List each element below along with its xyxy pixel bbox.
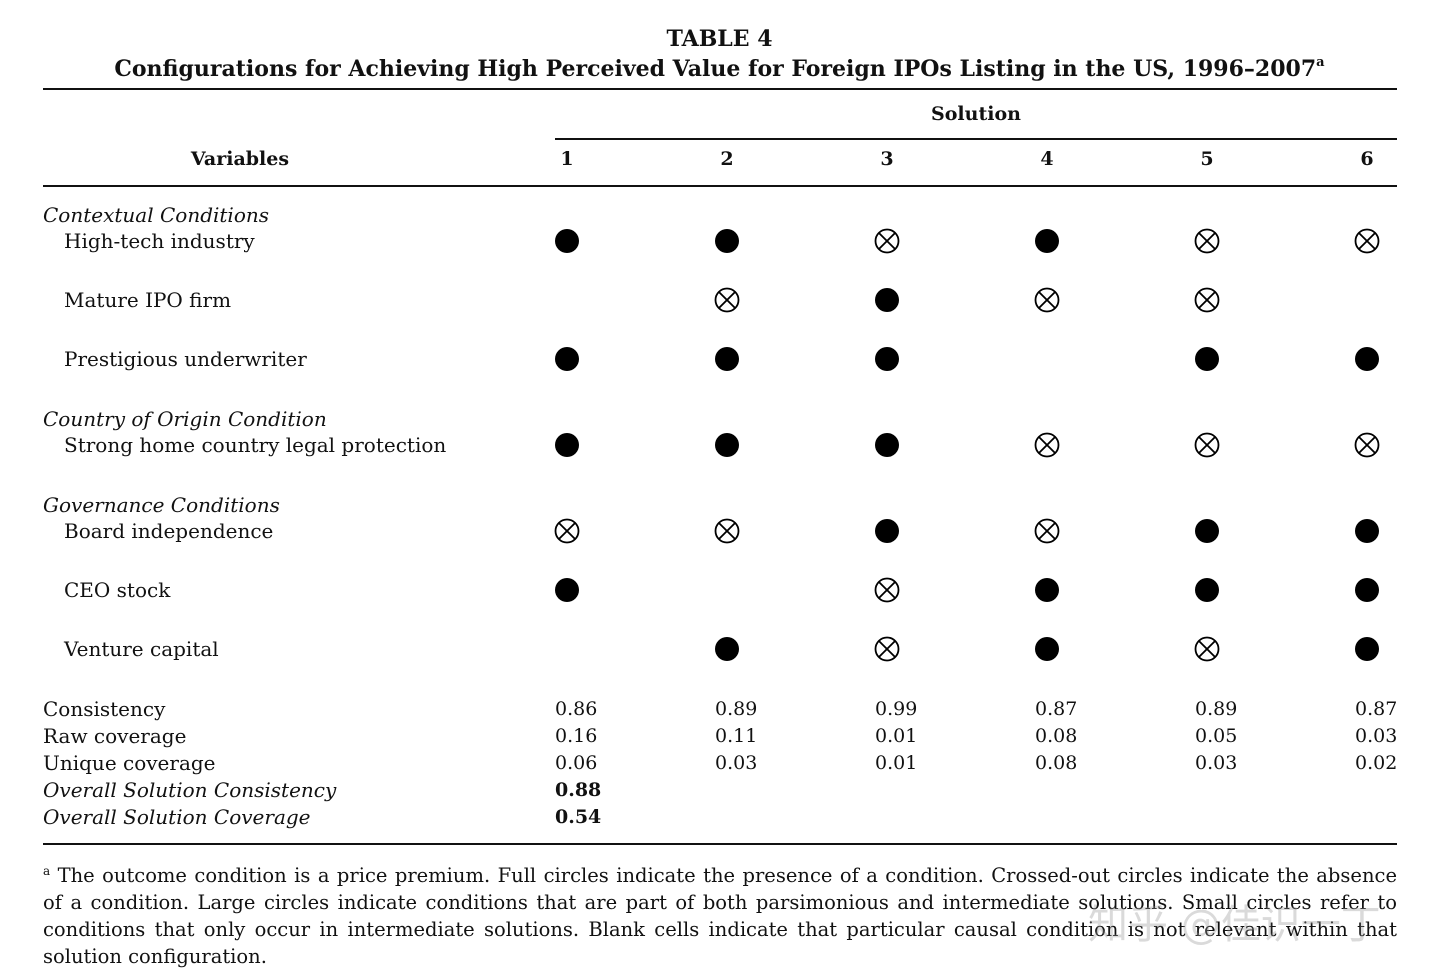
- filled-circle-icon: [1035, 229, 1059, 253]
- crossed-out-circle-icon: [554, 518, 580, 544]
- stats-label: Unique coverage: [43, 751, 216, 775]
- solution-header: Solution: [931, 103, 1021, 125]
- stats-value: 0.86: [555, 698, 598, 720]
- solution-number-2: 2: [720, 148, 734, 170]
- overall-label: Overall Solution Coverage: [43, 805, 311, 829]
- stats-value: 0.01: [875, 725, 918, 747]
- subtitle-footnote-mark: a: [1316, 55, 1325, 70]
- top-rule: [43, 88, 1397, 90]
- filled-circle-icon: [1195, 347, 1219, 371]
- crossed-out-circle-icon: [1354, 228, 1380, 254]
- filled-circle-icon: [555, 433, 579, 457]
- filled-circle-icon: [875, 288, 899, 312]
- filled-circle-icon: [715, 433, 739, 457]
- crossed-out-circle-icon: [1194, 228, 1220, 254]
- watermark: 知乎 @佳识一丁: [1088, 902, 1381, 948]
- crossed-out-circle-icon: [1034, 287, 1060, 313]
- section-heading: Contextual Conditions: [43, 203, 270, 227]
- stats-value: 0.03: [1195, 752, 1238, 774]
- filled-circle-icon: [1355, 347, 1379, 371]
- crossed-out-circle-icon: [1194, 287, 1220, 313]
- filled-circle-icon: [875, 347, 899, 371]
- stats-label: Consistency: [43, 697, 166, 721]
- solution-number-3: 3: [880, 148, 894, 170]
- solution-number-1: 1: [560, 148, 574, 170]
- stats-value: 0.16: [555, 725, 598, 747]
- stats-value: 0.06: [555, 752, 598, 774]
- row-label: Prestigious underwriter: [64, 347, 307, 371]
- filled-circle-icon: [555, 229, 579, 253]
- filled-circle-icon: [555, 578, 579, 602]
- row-label: Board independence: [64, 519, 274, 543]
- stats-value: 0.11: [715, 725, 758, 747]
- row-label: High-tech industry: [64, 229, 255, 253]
- stats-value: 0.01: [875, 752, 918, 774]
- crossed-out-circle-icon: [1354, 432, 1380, 458]
- crossed-out-circle-icon: [1034, 518, 1060, 544]
- filled-circle-icon: [1035, 637, 1059, 661]
- filled-circle-icon: [715, 347, 739, 371]
- variables-header: Variables: [190, 148, 290, 170]
- crossed-out-circle-icon: [874, 636, 900, 662]
- footnote: a The outcome condition is a price premi…: [43, 858, 1397, 970]
- filled-circle-icon: [1355, 519, 1379, 543]
- crossed-out-circle-icon: [714, 287, 740, 313]
- solution-number-5: 5: [1200, 148, 1214, 170]
- solution-number-4: 4: [1040, 148, 1054, 170]
- filled-circle-icon: [1355, 578, 1379, 602]
- filled-circle-icon: [1355, 637, 1379, 661]
- stats-value: 0.08: [1035, 725, 1078, 747]
- crossed-out-circle-icon: [1194, 432, 1220, 458]
- overall-value: 0.88: [555, 779, 602, 801]
- solution-number-6: 6: [1360, 148, 1374, 170]
- row-label: Strong home country legal protection: [64, 433, 447, 457]
- row-label: Mature IPO firm: [64, 288, 232, 312]
- crossed-out-circle-icon: [1034, 432, 1060, 458]
- bottom-rule: [43, 843, 1397, 845]
- filled-circle-icon: [875, 433, 899, 457]
- stats-value: 0.87: [1035, 698, 1078, 720]
- stats-value: 0.02: [1355, 752, 1398, 774]
- filled-circle-icon: [715, 229, 739, 253]
- crossed-out-circle-icon: [714, 518, 740, 544]
- filled-circle-icon: [555, 347, 579, 371]
- filled-circle-icon: [875, 519, 899, 543]
- footnote-mark: a: [43, 864, 51, 878]
- stats-value: 0.89: [1195, 698, 1238, 720]
- crossed-out-circle-icon: [874, 228, 900, 254]
- stats-value: 0.89: [715, 698, 758, 720]
- overall-value: 0.54: [555, 806, 602, 828]
- section-heading: Governance Conditions: [43, 493, 280, 517]
- stats-label: Raw coverage: [43, 724, 187, 748]
- stats-value: 0.08: [1035, 752, 1078, 774]
- crossed-out-circle-icon: [1194, 636, 1220, 662]
- header-rule: [43, 185, 1397, 187]
- filled-circle-icon: [715, 637, 739, 661]
- section-heading: Country of Origin Condition: [43, 407, 327, 431]
- crossed-out-circle-icon: [874, 577, 900, 603]
- filled-circle-icon: [1195, 578, 1219, 602]
- table-subtitle: Configurations for Achieving High Percei…: [114, 55, 1325, 82]
- stats-value: 0.87: [1355, 698, 1398, 720]
- footnote-text: The outcome condition is a price premium…: [43, 864, 1397, 968]
- solution-rule: [555, 138, 1397, 140]
- table-title: TABLE 4: [666, 26, 773, 52]
- stats-value: 0.03: [715, 752, 758, 774]
- filled-circle-icon: [1195, 519, 1219, 543]
- stats-value: 0.99: [875, 698, 918, 720]
- filled-circle-icon: [1035, 578, 1059, 602]
- row-label: Venture capital: [64, 637, 219, 661]
- overall-label: Overall Solution Consistency: [43, 778, 337, 802]
- stats-value: 0.03: [1355, 725, 1398, 747]
- row-label: CEO stock: [64, 578, 171, 602]
- stats-value: 0.05: [1195, 725, 1238, 747]
